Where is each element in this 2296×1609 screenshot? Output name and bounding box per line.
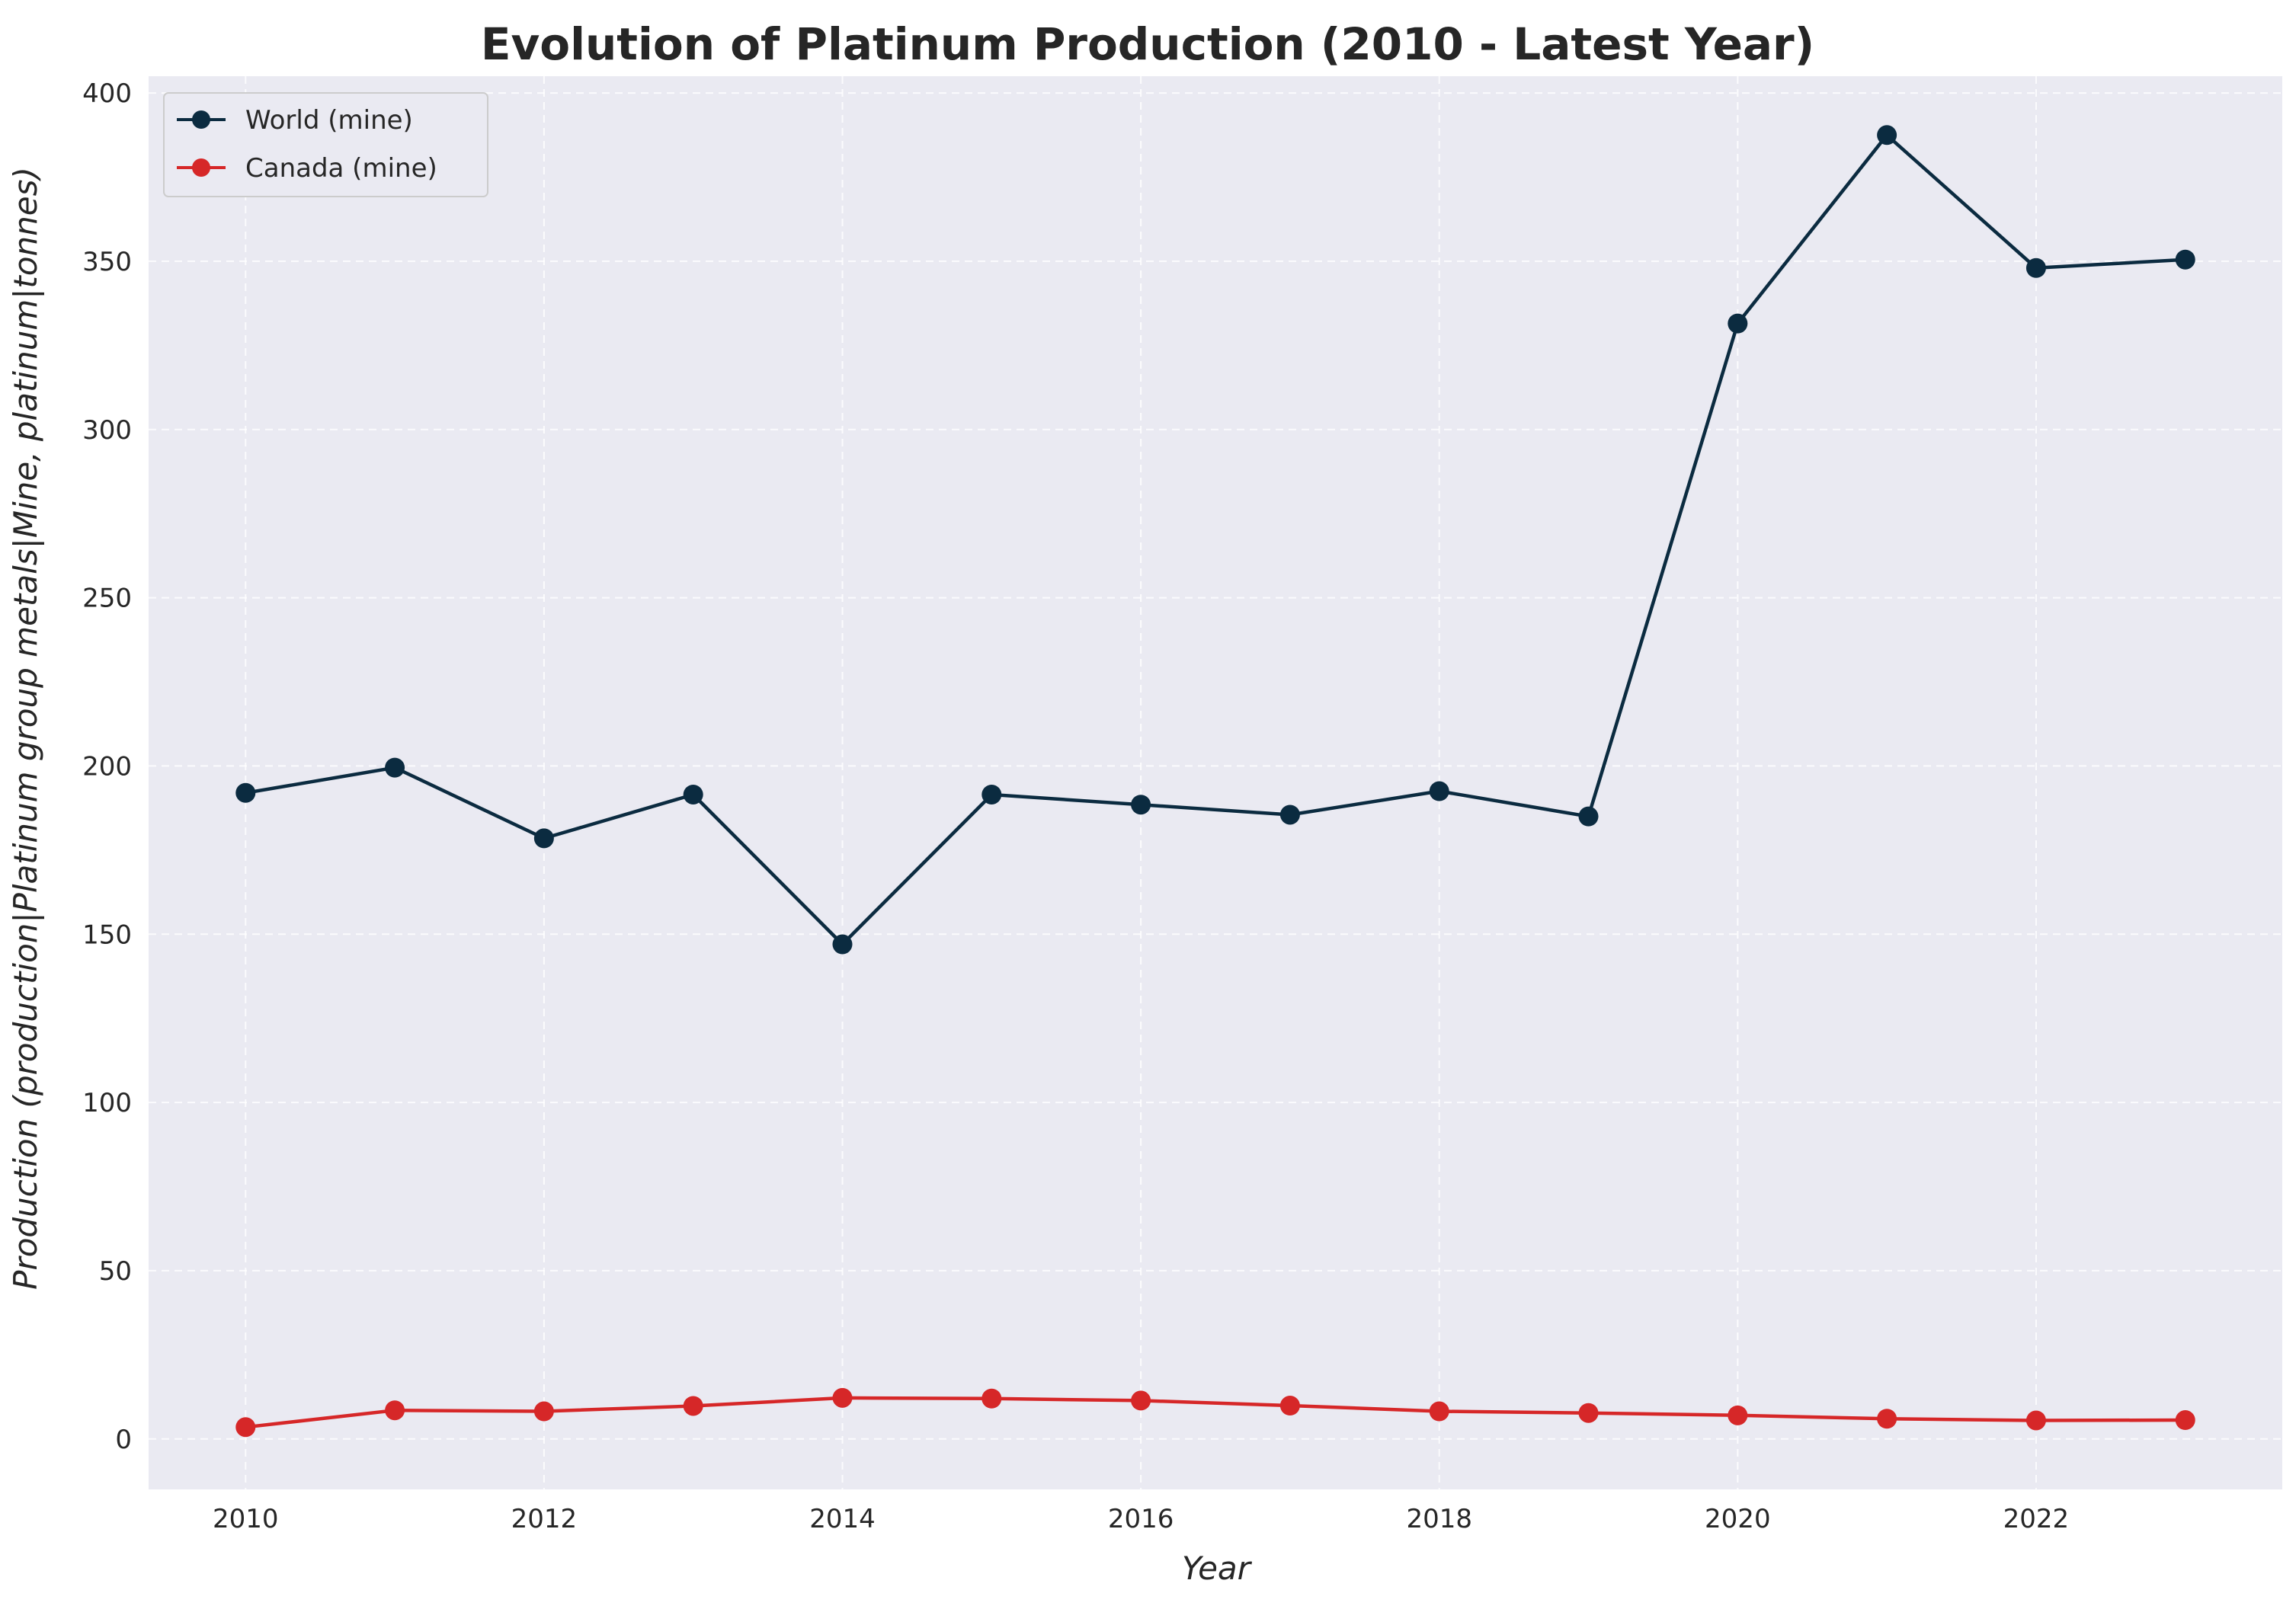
data-point-canada-mine: [1131, 1390, 1151, 1411]
y-tick-label: 50: [99, 1256, 132, 1287]
x-tick-label: 2018: [1406, 1504, 1472, 1534]
data-point-canada-mine: [2025, 1410, 2046, 1431]
data-point-world-mine: [1578, 806, 1599, 827]
data-point-world-mine: [533, 828, 554, 849]
data-point-canada-mine: [385, 1400, 405, 1421]
data-point-canada-mine: [1728, 1405, 1748, 1425]
data-point-world-mine: [235, 782, 256, 803]
x-tick-label: 2010: [213, 1504, 279, 1534]
legend-marker-world: [192, 110, 210, 129]
legend-label-canada: Canada (mine): [245, 153, 437, 184]
y-tick-label: 300: [82, 415, 132, 446]
x-tick-label: 2016: [1108, 1504, 1174, 1534]
series-lines: [235, 125, 2195, 1438]
data-point-canada-mine: [235, 1417, 256, 1438]
data-point-world-mine: [1279, 804, 1300, 825]
data-point-canada-mine: [1429, 1401, 1449, 1422]
y-tick-label: 150: [82, 920, 132, 950]
data-point-canada-mine: [1279, 1396, 1300, 1416]
data-point-world-mine: [832, 934, 853, 955]
plot-area: [149, 76, 2282, 1489]
data-point-canada-mine: [1578, 1403, 1599, 1423]
data-point-world-mine: [385, 757, 405, 778]
x-axis-label: Year: [1182, 1550, 1253, 1587]
legend-marker-canada: [192, 158, 210, 177]
x-tick-label: 2014: [809, 1504, 876, 1534]
data-point-canada-mine: [981, 1388, 1002, 1409]
y-tick-label: 100: [82, 1088, 132, 1118]
data-point-canada-mine: [2175, 1410, 2195, 1431]
data-point-world-mine: [1728, 313, 1748, 334]
data-point-world-mine: [2025, 258, 2046, 278]
series-line-canada-mine: [245, 1396, 2186, 1429]
y-tick-label: 250: [82, 584, 132, 614]
x-tick-label: 2020: [1705, 1504, 1771, 1534]
chart-title: Evolution of Platinum Production (2010 -…: [481, 18, 1814, 70]
data-point-world-mine: [2175, 249, 2195, 270]
y-tick-label: 350: [82, 247, 132, 277]
y-axis-label: Production (production|Platinum group me…: [7, 167, 44, 1290]
data-point-canada-mine: [533, 1401, 554, 1422]
data-point-canada-mine: [1877, 1409, 1897, 1429]
y-tick-label: 200: [82, 751, 132, 782]
data-point-world-mine: [683, 784, 703, 804]
series-line-world-mine: [245, 133, 2186, 946]
data-point-world-mine: [981, 784, 1002, 804]
data-point-canada-mine: [683, 1396, 703, 1416]
tick-labels: 2010 2012 2014 2016 2018 2020 2022 0 50 100 150 200…: [82, 78, 2069, 1534]
data-point-canada-mine: [832, 1387, 853, 1408]
y-tick-label: 400: [82, 78, 132, 109]
legend: World (mine) Canada (mine): [163, 92, 488, 197]
grid-lines: [149, 76, 2282, 1489]
legend-box: [163, 92, 488, 197]
data-point-world-mine: [1429, 781, 1449, 801]
x-tick-label: 2022: [2003, 1504, 2070, 1534]
x-tick-label: 2012: [511, 1504, 578, 1534]
y-tick-label: 0: [115, 1425, 132, 1455]
data-point-world-mine: [1131, 795, 1151, 815]
legend-label-world: World (mine): [245, 105, 413, 136]
data-point-world-mine: [1877, 125, 1897, 146]
